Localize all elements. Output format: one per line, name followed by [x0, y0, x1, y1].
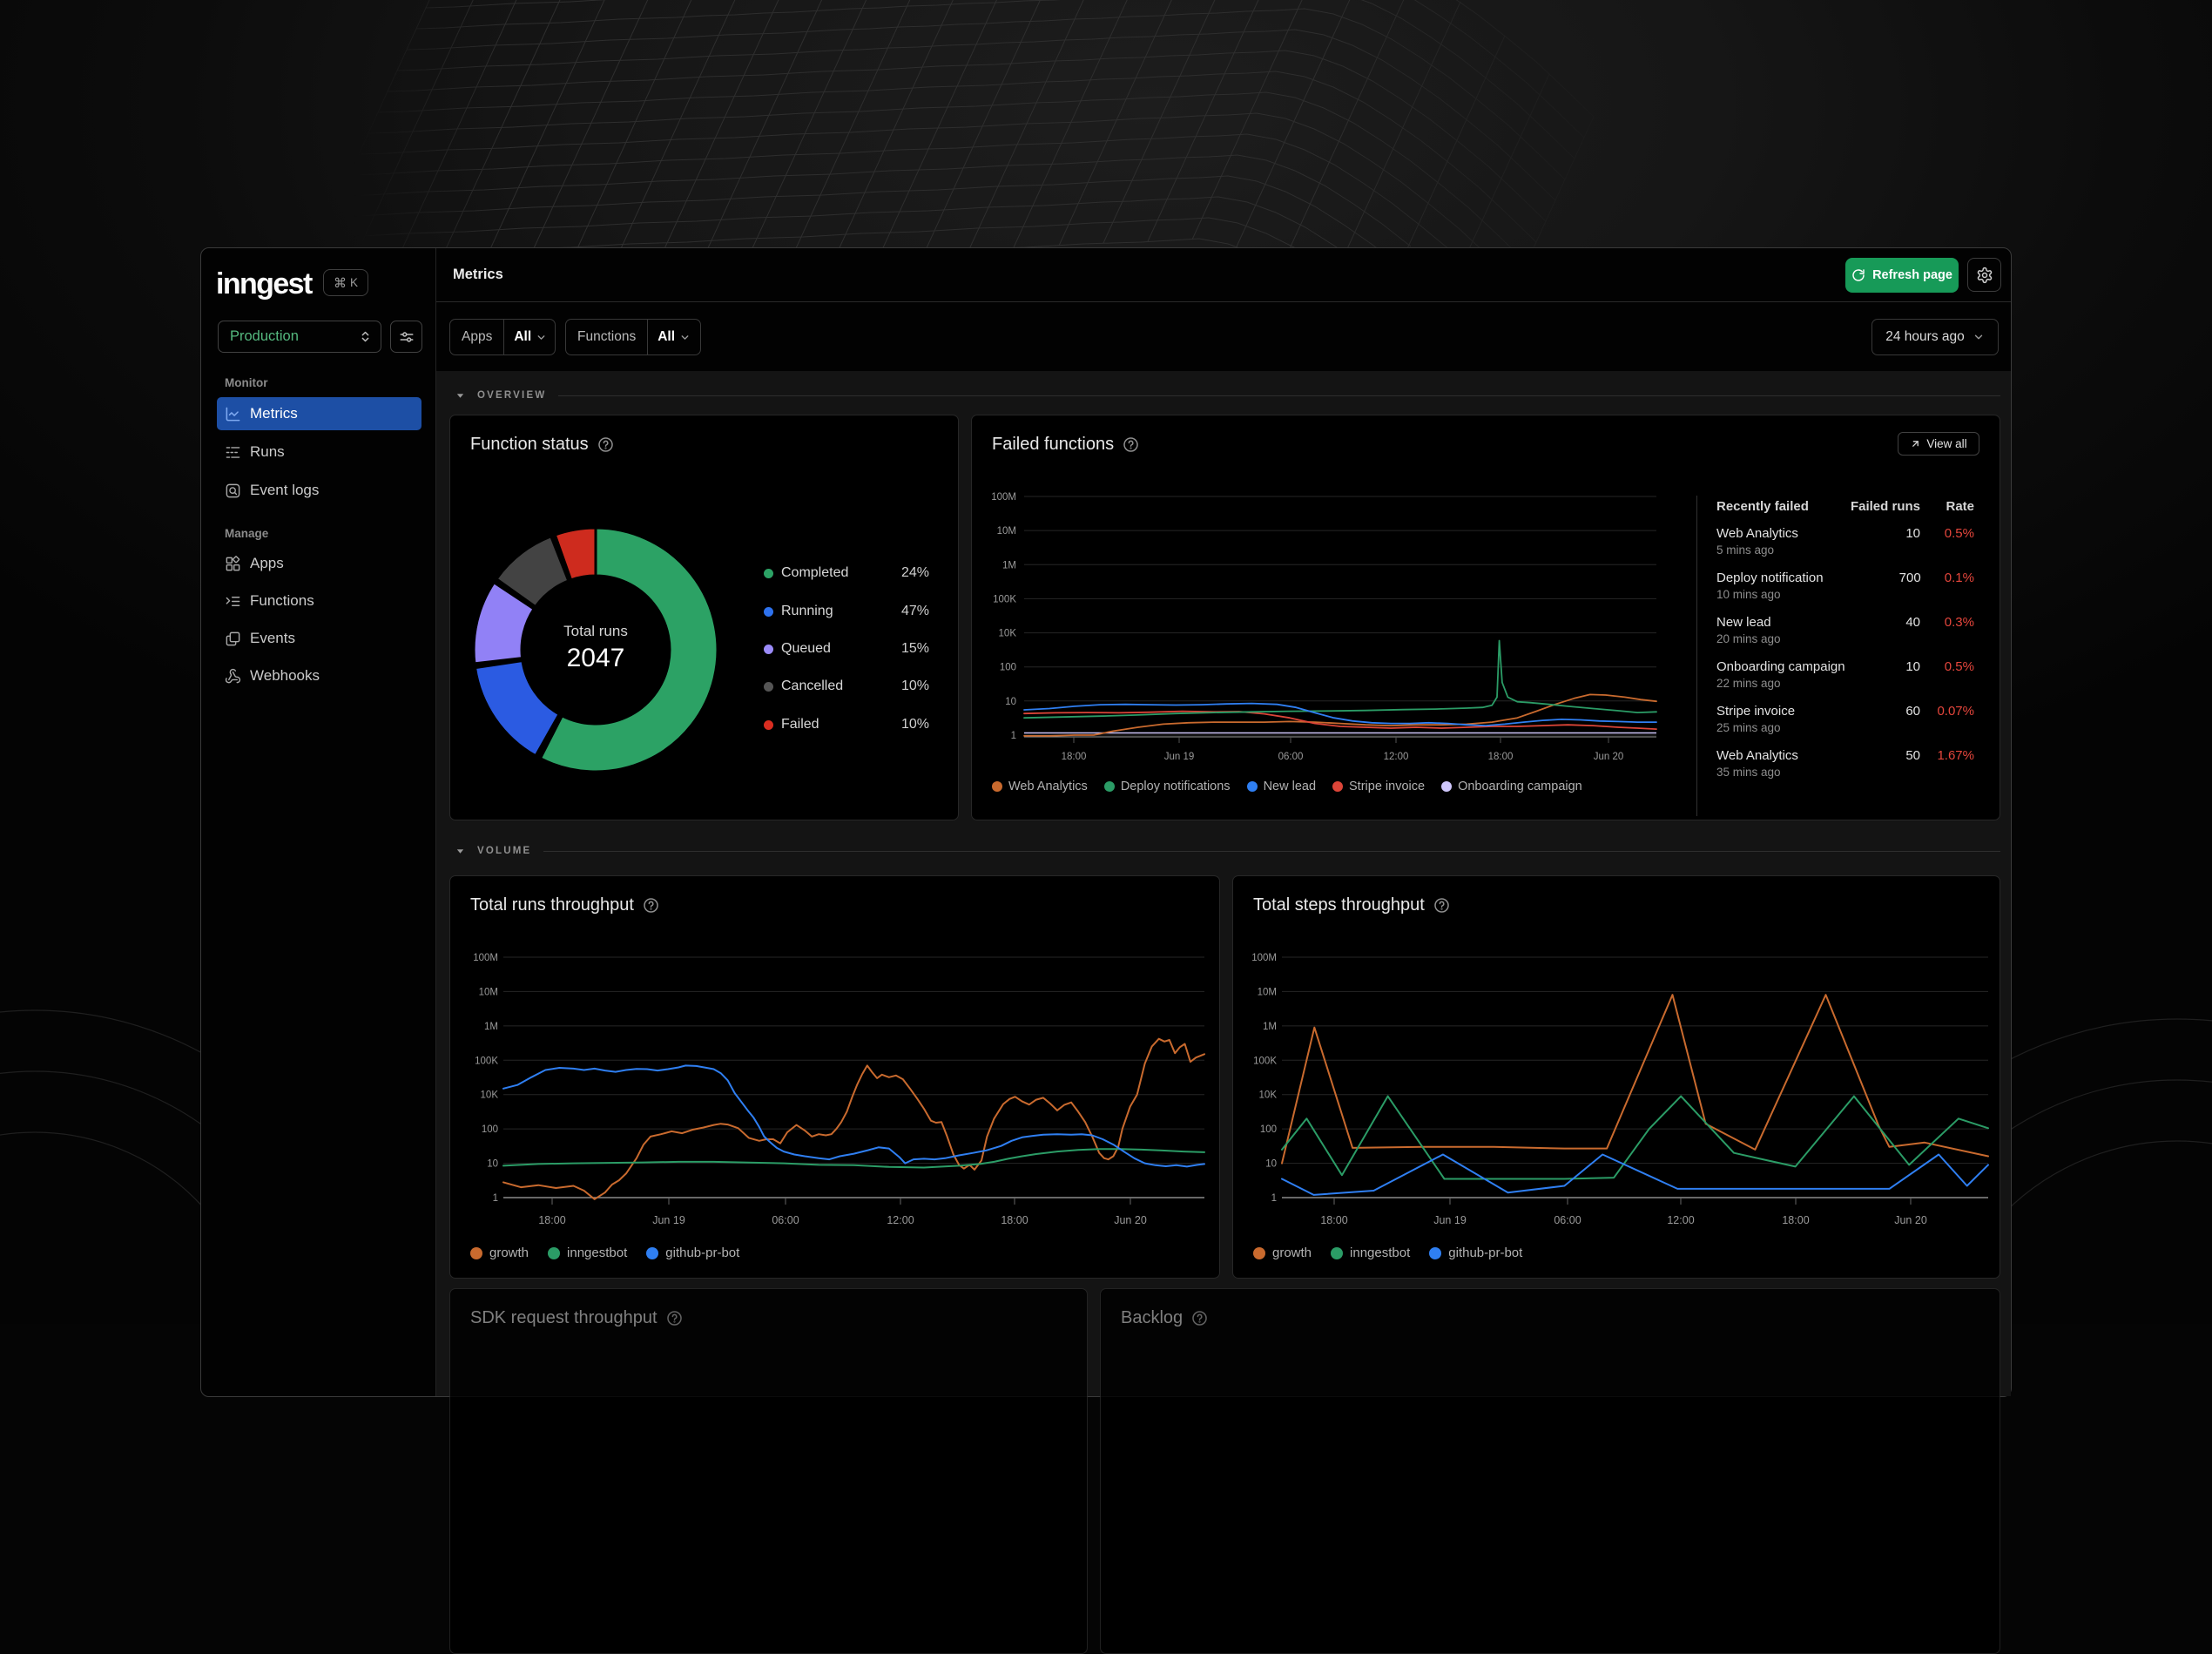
svg-text:Jun 20: Jun 20 — [1594, 752, 1624, 762]
svg-text:10: 10 — [1005, 697, 1016, 707]
svg-text:10M: 10M — [997, 526, 1016, 537]
svg-text:18:00: 18:00 — [1001, 1214, 1028, 1226]
svg-text:100M: 100M — [473, 953, 498, 963]
svg-text:12:00: 12:00 — [887, 1214, 914, 1226]
svg-text:10: 10 — [487, 1159, 498, 1170]
svg-text:100: 100 — [482, 1124, 498, 1135]
svg-text:1: 1 — [1271, 1193, 1277, 1204]
svg-text:Jun 19: Jun 19 — [1433, 1214, 1467, 1226]
svg-text:Jun 20: Jun 20 — [1114, 1214, 1147, 1226]
svg-text:1M: 1M — [1263, 1022, 1277, 1032]
svg-text:100: 100 — [1000, 663, 1016, 673]
svg-text:18:00: 18:00 — [538, 1214, 565, 1226]
svg-text:12:00: 12:00 — [1667, 1214, 1694, 1226]
svg-text:100: 100 — [1260, 1124, 1277, 1135]
svg-text:100M: 100M — [991, 492, 1016, 503]
svg-text:100K: 100K — [993, 594, 1016, 604]
svg-text:10K: 10K — [999, 629, 1017, 639]
svg-text:06:00: 06:00 — [1278, 752, 1304, 762]
svg-text:100K: 100K — [475, 1056, 498, 1066]
svg-text:10: 10 — [1265, 1159, 1277, 1170]
svg-text:Jun 20: Jun 20 — [1894, 1214, 1927, 1226]
svg-text:1: 1 — [1011, 731, 1016, 741]
svg-text:100M: 100M — [1251, 953, 1277, 963]
svg-text:10K: 10K — [481, 1090, 499, 1101]
svg-text:18:00: 18:00 — [1488, 752, 1514, 762]
svg-text:06:00: 06:00 — [772, 1214, 799, 1226]
svg-text:100K: 100K — [1253, 1056, 1277, 1066]
svg-text:1M: 1M — [484, 1022, 498, 1032]
svg-text:1: 1 — [493, 1193, 498, 1204]
svg-text:18:00: 18:00 — [1320, 1214, 1347, 1226]
svg-text:Jun 19: Jun 19 — [652, 1214, 685, 1226]
svg-text:06:00: 06:00 — [1554, 1214, 1581, 1226]
svg-text:10K: 10K — [1259, 1090, 1278, 1101]
svg-text:12:00: 12:00 — [1384, 752, 1409, 762]
svg-text:Jun 19: Jun 19 — [1164, 752, 1195, 762]
svg-text:1M: 1M — [1002, 560, 1016, 570]
svg-text:18:00: 18:00 — [1782, 1214, 1809, 1226]
svg-text:10M: 10M — [479, 987, 498, 997]
svg-text:18:00: 18:00 — [1062, 752, 1087, 762]
svg-text:10M: 10M — [1258, 987, 1277, 997]
